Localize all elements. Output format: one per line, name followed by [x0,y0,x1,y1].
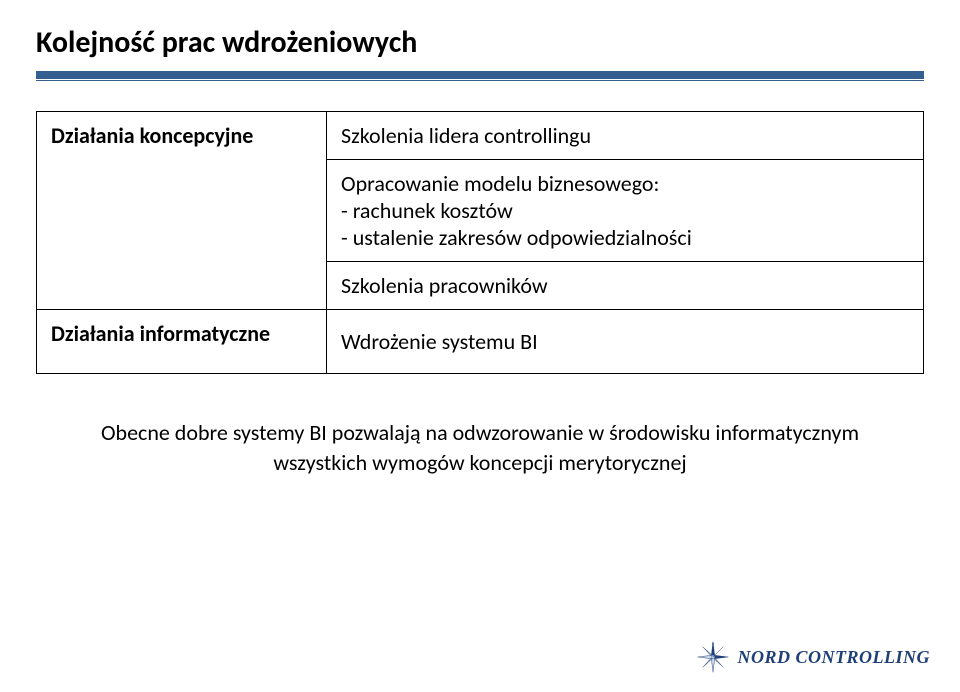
slide: Kolejność prac wdrożeniowych Działania k… [0,0,960,692]
brand-text: NORD CONTROLLING [738,647,931,668]
row1-cell3: Szkolenia pracowników [327,262,924,310]
row1-cell2: Opracowanie modelu biznesowego: - rachun… [327,160,924,262]
row2-cell1: Wdrożenie systemu BI [327,310,924,374]
footer: N 7 NORD CONTROLLING [696,640,931,674]
svg-text:N: N [711,642,714,646]
content-table: Działania koncepcyjne Szkolenia lidera c… [36,111,924,374]
row1-label: Działania koncepcyjne [37,112,327,310]
caption-text: Obecne dobre systemy BI pozwalają na odw… [36,418,924,477]
table-row: Działania informatyczne Wdrożenie system… [37,310,924,374]
row2-label: Działania informatyczne [37,310,327,374]
table-row: Działania koncepcyjne Szkolenia lidera c… [37,112,924,160]
title-rule [36,71,924,81]
row1-cell1: Szkolenia lidera controllingu [327,112,924,160]
page-title: Kolejność prac wdrożeniowych [36,24,924,61]
compass-icon: N 7 [696,640,730,674]
